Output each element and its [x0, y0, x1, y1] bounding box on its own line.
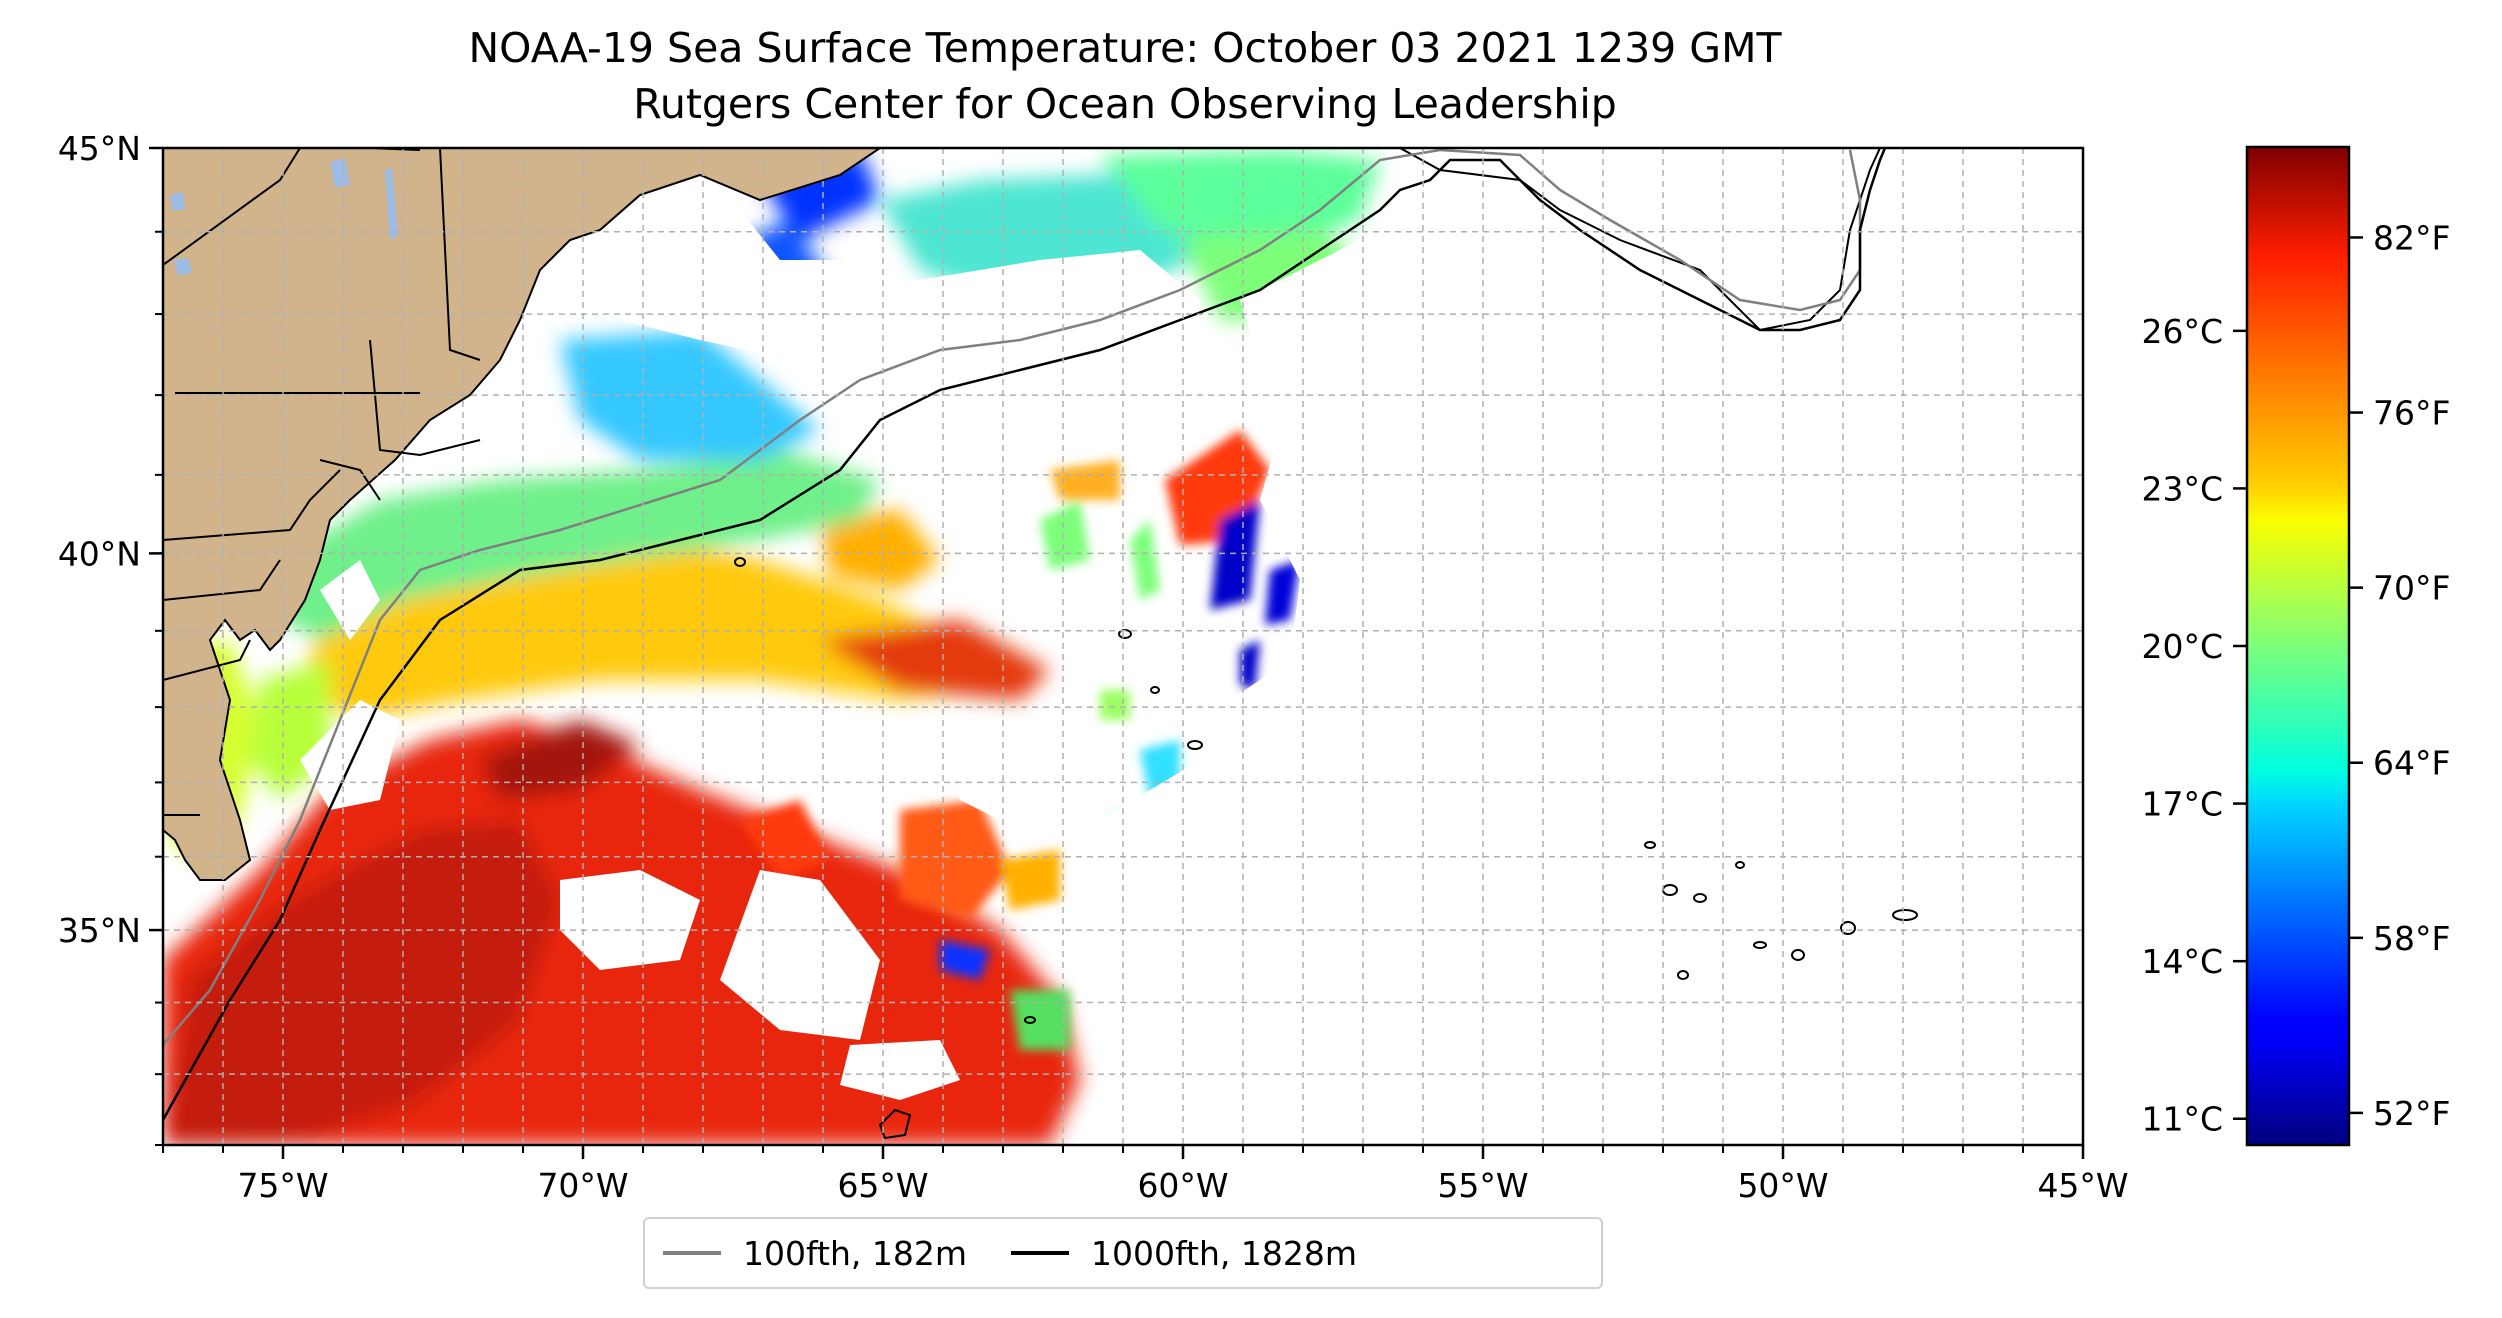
- colorbar-c-label: 14°C: [2141, 942, 2223, 981]
- isobaths: [163, 148, 1887, 1121]
- x-tick-label: 65°W: [837, 1166, 928, 1205]
- colorbar-f-label: 82°F: [2373, 218, 2450, 257]
- y-tick-label: 40°N: [58, 534, 141, 573]
- colorbar-c-label: 17°C: [2141, 785, 2223, 824]
- y-tick-label: 45°N: [58, 129, 141, 168]
- legend: 100fth, 182m 1000fth, 1828m: [643, 1217, 1603, 1289]
- colorbar-c-label: 23°C: [2141, 469, 2223, 508]
- land-mass: [163, 148, 882, 881]
- gridlines: [163, 148, 2083, 1145]
- x-tick-label: 50°W: [1737, 1166, 1828, 1205]
- colorbar-c-label: 26°C: [2141, 312, 2223, 351]
- colorbar-f-label: 76°F: [2373, 394, 2450, 433]
- isobath-1000fth: [163, 148, 1887, 1121]
- legend-line-black: [1011, 1251, 1069, 1255]
- chart-title: NOAA-19 Sea Surface Temperature: October…: [468, 24, 1782, 72]
- x-tick-label: 70°W: [537, 1166, 628, 1205]
- y-tick-label: 35°N: [58, 911, 141, 950]
- y-axis: 45°N 40°N 35°N: [58, 129, 163, 1146]
- isobath-100fth: [163, 148, 1862, 1046]
- colorbar: [2245, 145, 2351, 1147]
- colorbar-fahrenheit-axis: 82°F 76°F 70°F 64°F 58°F 52°F: [2349, 218, 2450, 1133]
- sst-field: [163, 148, 2083, 1145]
- legend-label: 100fth, 182m: [743, 1233, 967, 1273]
- x-axis: 75°W 70°W 65°W 60°W 55°W 50°W 45°W: [162, 1145, 2129, 1205]
- x-tick-label: 60°W: [1137, 1166, 1228, 1205]
- legend-entry-100fth: 100fth, 182m: [663, 1234, 967, 1273]
- x-tick-label: 75°W: [237, 1166, 328, 1205]
- legend-label: 1000fth, 1828m: [1091, 1233, 1357, 1273]
- legend-entry-1000fth: 1000fth, 1828m: [1011, 1234, 1357, 1273]
- colorbar-f-label: 52°F: [2373, 1094, 2450, 1133]
- legend-line-gray: [663, 1251, 721, 1255]
- x-tick-label: 45°W: [2037, 1166, 2128, 1205]
- bermuda-and-seamounts: [734, 557, 1918, 1140]
- x-tick-label: 55°W: [1437, 1166, 1528, 1205]
- map-area: [163, 148, 2083, 1145]
- colorbar-f-label: 58°F: [2373, 919, 2450, 958]
- colorbar-celsius-axis: 26°C 23°C 20°C 17°C 14°C 11°C: [2141, 312, 2247, 1139]
- colorbar-f-label: 70°F: [2373, 569, 2450, 608]
- colorbar-c-label: 11°C: [2141, 1100, 2223, 1139]
- colorbar-c-label: 20°C: [2141, 627, 2223, 666]
- colorbar-f-label: 64°F: [2373, 744, 2450, 783]
- lakes: [170, 158, 398, 276]
- chart-subtitle: Rutgers Center for Ocean Observing Leade…: [633, 80, 1617, 128]
